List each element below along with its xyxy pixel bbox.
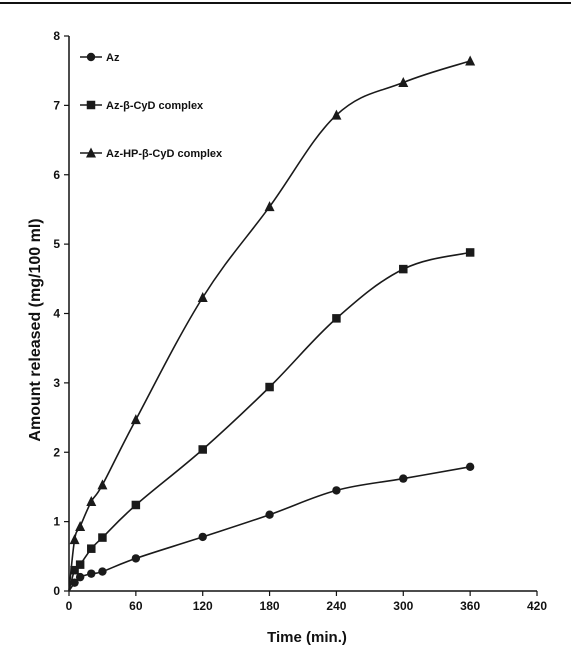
data-point	[399, 474, 408, 483]
data-point	[130, 414, 141, 425]
data-point	[265, 510, 274, 519]
data-point	[69, 534, 80, 545]
data-point	[70, 565, 79, 575]
data-point	[398, 76, 409, 87]
data-point	[75, 560, 85, 569]
series-circle	[68, 462, 475, 592]
x-tick-label: 420	[527, 599, 547, 613]
x-tick-label: 180	[260, 599, 280, 613]
data-point	[332, 314, 341, 323]
data-point	[198, 445, 207, 454]
x-tick-label: 300	[393, 599, 413, 613]
data-point	[331, 109, 342, 120]
x-tick-label: 240	[326, 599, 346, 613]
series-square	[68, 248, 475, 592]
legend-item: Az-β-CyD complex	[80, 100, 204, 112]
data-point	[265, 382, 274, 392]
data-point	[131, 500, 141, 510]
legend-label: Az-HP-β-CyD complex	[106, 148, 223, 160]
data-point	[332, 486, 341, 495]
data-point	[465, 248, 475, 257]
legend-marker	[86, 147, 96, 158]
data-point	[465, 55, 476, 66]
x-tick-label: 0	[66, 599, 73, 613]
y-tick-label: 3	[53, 376, 60, 390]
y-tick-label: 7	[53, 98, 60, 112]
data-point	[75, 572, 85, 582]
data-point	[75, 520, 86, 531]
data-point	[264, 201, 275, 212]
y-tick-label: 8	[53, 29, 60, 43]
x-axis-title: Time (min.)	[267, 629, 347, 646]
y-tick-label: 1	[53, 515, 60, 529]
y-tick-label: 6	[53, 168, 60, 182]
legend-label: Az-β-CyD complex	[106, 100, 204, 112]
series-line	[68, 466, 471, 592]
series-triangle	[68, 55, 476, 592]
legend-item: Az-HP-β-CyD complex	[80, 147, 223, 160]
data-point	[87, 544, 96, 553]
data-point	[86, 496, 97, 507]
x-tick-label: 120	[193, 599, 213, 613]
data-point	[399, 264, 408, 274]
legend-item: Az	[80, 52, 120, 64]
y-tick-label: 2	[53, 445, 60, 459]
data-point	[98, 567, 107, 576]
data-point	[131, 554, 141, 563]
data-point	[465, 462, 475, 472]
data-point	[98, 533, 107, 542]
series-line	[68, 251, 471, 592]
legend-marker	[86, 52, 96, 62]
y-tick-label: 0	[53, 584, 60, 598]
y-tick-label: 4	[53, 307, 60, 321]
data-point	[197, 292, 208, 303]
data-point	[70, 578, 79, 587]
legend: Az Az-β-CyD complex Az-HP-β-CyD complex	[80, 52, 223, 160]
plot-area	[68, 55, 476, 592]
y-tick-label: 5	[53, 237, 60, 251]
legend-marker	[86, 100, 96, 110]
axes: 0 60 120 180 240 300 360 420 0 1 2 3 4 5 6 7 8	[53, 29, 547, 613]
data-point	[97, 479, 108, 490]
x-tick-label: 60	[129, 599, 143, 613]
legend-label: Az	[106, 52, 120, 64]
data-point	[198, 532, 207, 542]
x-tick-label: 360	[460, 599, 480, 613]
data-point	[87, 569, 96, 578]
y-axis-title: Amount released (mg/100 ml)	[27, 218, 44, 441]
